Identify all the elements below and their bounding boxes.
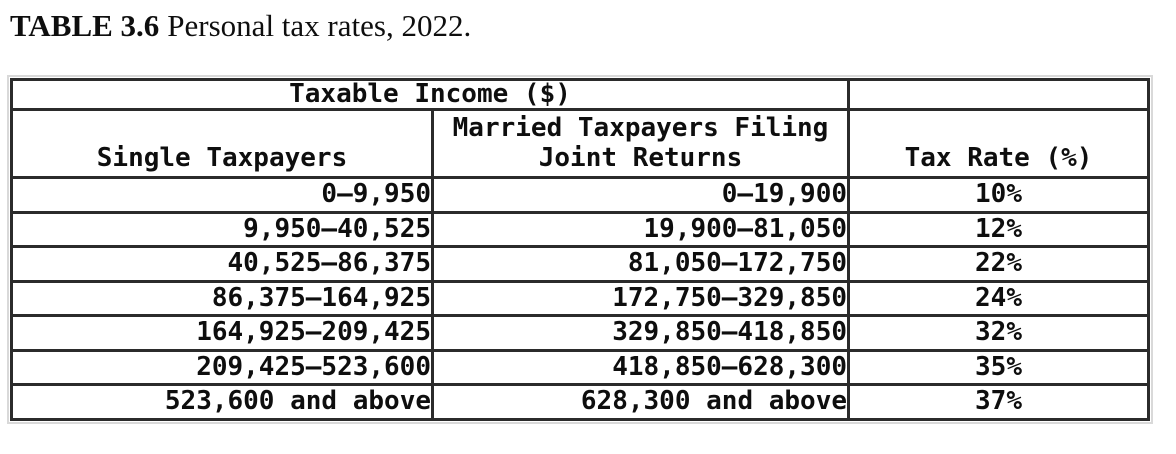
table-row: 86,375—164,925 172,750—329,850 24% — [10, 279, 1151, 317]
cell-single-range: 9,950—40,525 — [10, 210, 434, 248]
cell-married-range: 0—19,900 — [430, 176, 851, 214]
cell-married-range: 628,300 and above — [430, 383, 851, 421]
cell-tax-rate: 22% — [847, 245, 1151, 283]
table-row: 40,525—86,375 81,050—172,750 22% — [10, 245, 1151, 283]
table-row: 0—9,950 0—19,900 10% — [10, 176, 1151, 214]
cell-tax-rate: 12% — [847, 210, 1151, 248]
table-row: 164,925—209,425 329,850—418,850 32% — [10, 314, 1151, 352]
cell-tax-rate: 37% — [847, 383, 1151, 421]
cell-married-range: 19,900—81,050 — [430, 210, 851, 248]
cell-married-range: 81,050—172,750 — [430, 245, 851, 283]
table-row: 9,950—40,525 19,900—81,050 12% — [10, 210, 1151, 248]
cell-single-range: 0—9,950 — [10, 176, 434, 214]
table-caption: TABLE 3.6 Personal tax rates, 2022. — [10, 6, 471, 46]
cell-single-range: 40,525—86,375 — [10, 245, 434, 283]
table-row: 209,425—523,600 418,850—628,300 35% — [10, 348, 1151, 386]
header-single-taxpayers: Single Taxpayers — [10, 108, 434, 179]
group-header-row: Taxable Income ($) — [9, 78, 1151, 111]
column-header-row: Single Taxpayers Married Taxpayers Filin… — [10, 108, 1151, 179]
header-married-taxpayers: Married Taxpayers Filing Joint Returns — [430, 108, 851, 179]
header-tax-rate: Tax Rate (%) — [847, 108, 1151, 179]
table-row: 523,600 and above 628,300 and above 37% — [10, 383, 1151, 421]
table-caption-title: Personal tax rates, 2022. — [167, 8, 472, 43]
header-empty-cell — [847, 78, 1151, 111]
table-body: 0—9,950 0—19,900 10% 9,950—40,525 19,900—81,… — [10, 176, 1151, 421]
cell-tax-rate: 35% — [847, 348, 1151, 386]
personal-tax-rates-table: Taxable Income ($) Single Taxpayers Marr… — [6, 75, 1154, 424]
cell-single-range: 209,425—523,600 — [10, 348, 434, 386]
cell-tax-rate: 24% — [847, 279, 1151, 317]
cell-single-range: 523,600 and above — [10, 383, 434, 421]
cell-single-range: 164,925—209,425 — [10, 314, 434, 352]
table-caption-number: TABLE 3.6 — [10, 8, 160, 43]
cell-married-range: 172,750—329,850 — [430, 279, 851, 317]
cell-tax-rate: 32% — [847, 314, 1151, 352]
cell-married-range: 418,850—628,300 — [430, 348, 851, 386]
cell-married-range: 329,850—418,850 — [430, 314, 851, 352]
header-taxable-income: Taxable Income ($) — [9, 78, 851, 111]
cell-tax-rate: 10% — [847, 176, 1151, 214]
table-header: Taxable Income ($) Single Taxpayers Marr… — [9, 78, 1151, 179]
cell-single-range: 86,375—164,925 — [10, 279, 434, 317]
